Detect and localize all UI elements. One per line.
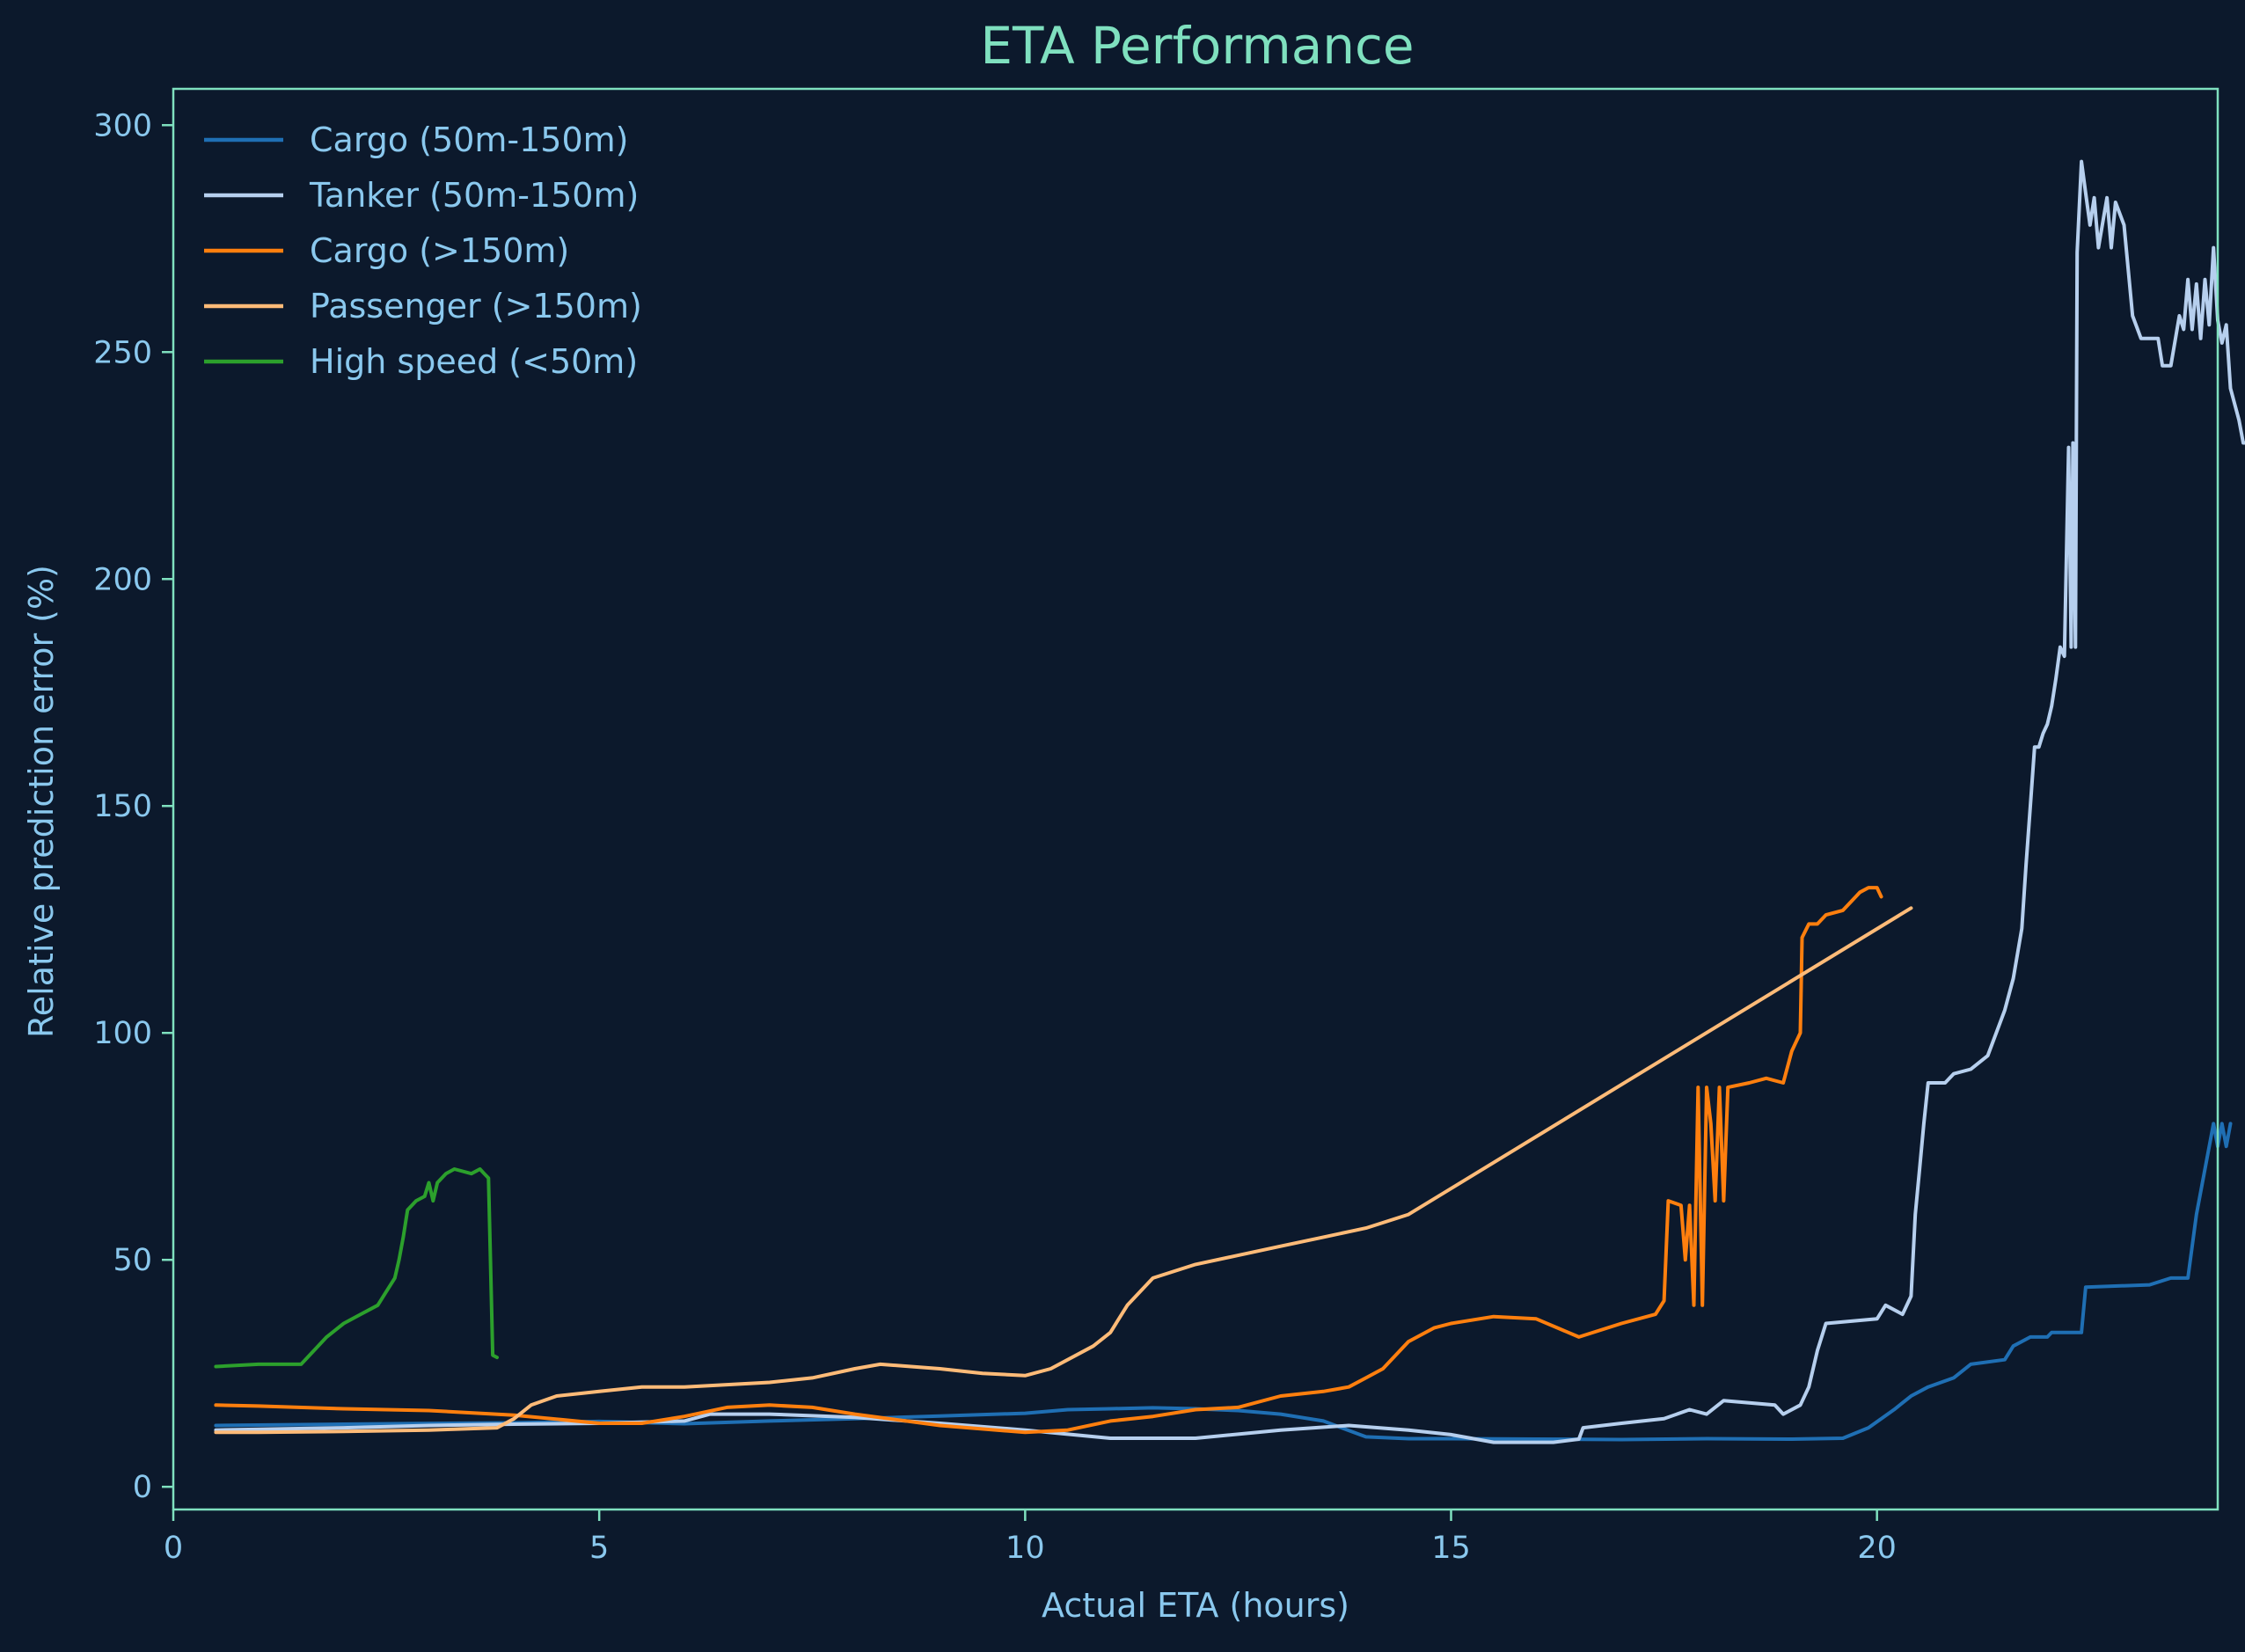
x-axis-ticks: 0 5 10 15 20 xyxy=(164,1509,1897,1566)
x-axis-label: Actual ETA (hours) xyxy=(1042,1586,1349,1625)
y-tick-label: 100 xyxy=(93,1016,152,1051)
series-line-3 xyxy=(214,906,1913,1435)
y-tick-label: 50 xyxy=(113,1243,152,1278)
series-line-2 xyxy=(214,886,1883,1435)
legend-label-3: Passenger (>150m) xyxy=(310,287,642,325)
y-tick-label: 150 xyxy=(93,789,152,824)
y-tick-label: 200 xyxy=(93,562,152,597)
series-line-0 xyxy=(214,1122,2233,1442)
legend-label-0: Cargo (50m-150m) xyxy=(310,121,629,159)
chart-title: ETA Performance xyxy=(980,16,1414,76)
x-tick-label: 0 xyxy=(164,1531,183,1566)
x-tick-label: 10 xyxy=(1005,1531,1045,1566)
x-tick-label: 5 xyxy=(589,1531,609,1566)
y-axis-label: Relative prediction error (%) xyxy=(22,565,61,1038)
series-line-1 xyxy=(214,159,2245,1444)
plot-frame xyxy=(172,87,2219,1511)
legend-label-1: Tanker (50m-150m) xyxy=(309,176,639,215)
legend-label-2: Cargo (>150m) xyxy=(310,231,569,270)
x-tick-label: 20 xyxy=(1857,1531,1897,1566)
legend: Cargo (50m-150m) Tanker (50m-150m) Cargo (… xyxy=(204,121,642,381)
series-line-4 xyxy=(214,1167,499,1369)
y-tick-label: 250 xyxy=(93,335,152,370)
legend-label-4: High speed (<50m) xyxy=(310,342,638,381)
y-axis-ticks: 0 50 100 150 200 250 300 xyxy=(93,108,173,1505)
y-tick-label: 0 xyxy=(133,1470,152,1505)
series-layer xyxy=(214,159,2245,1444)
y-tick-label: 300 xyxy=(93,108,152,143)
x-tick-label: 15 xyxy=(1431,1531,1471,1566)
